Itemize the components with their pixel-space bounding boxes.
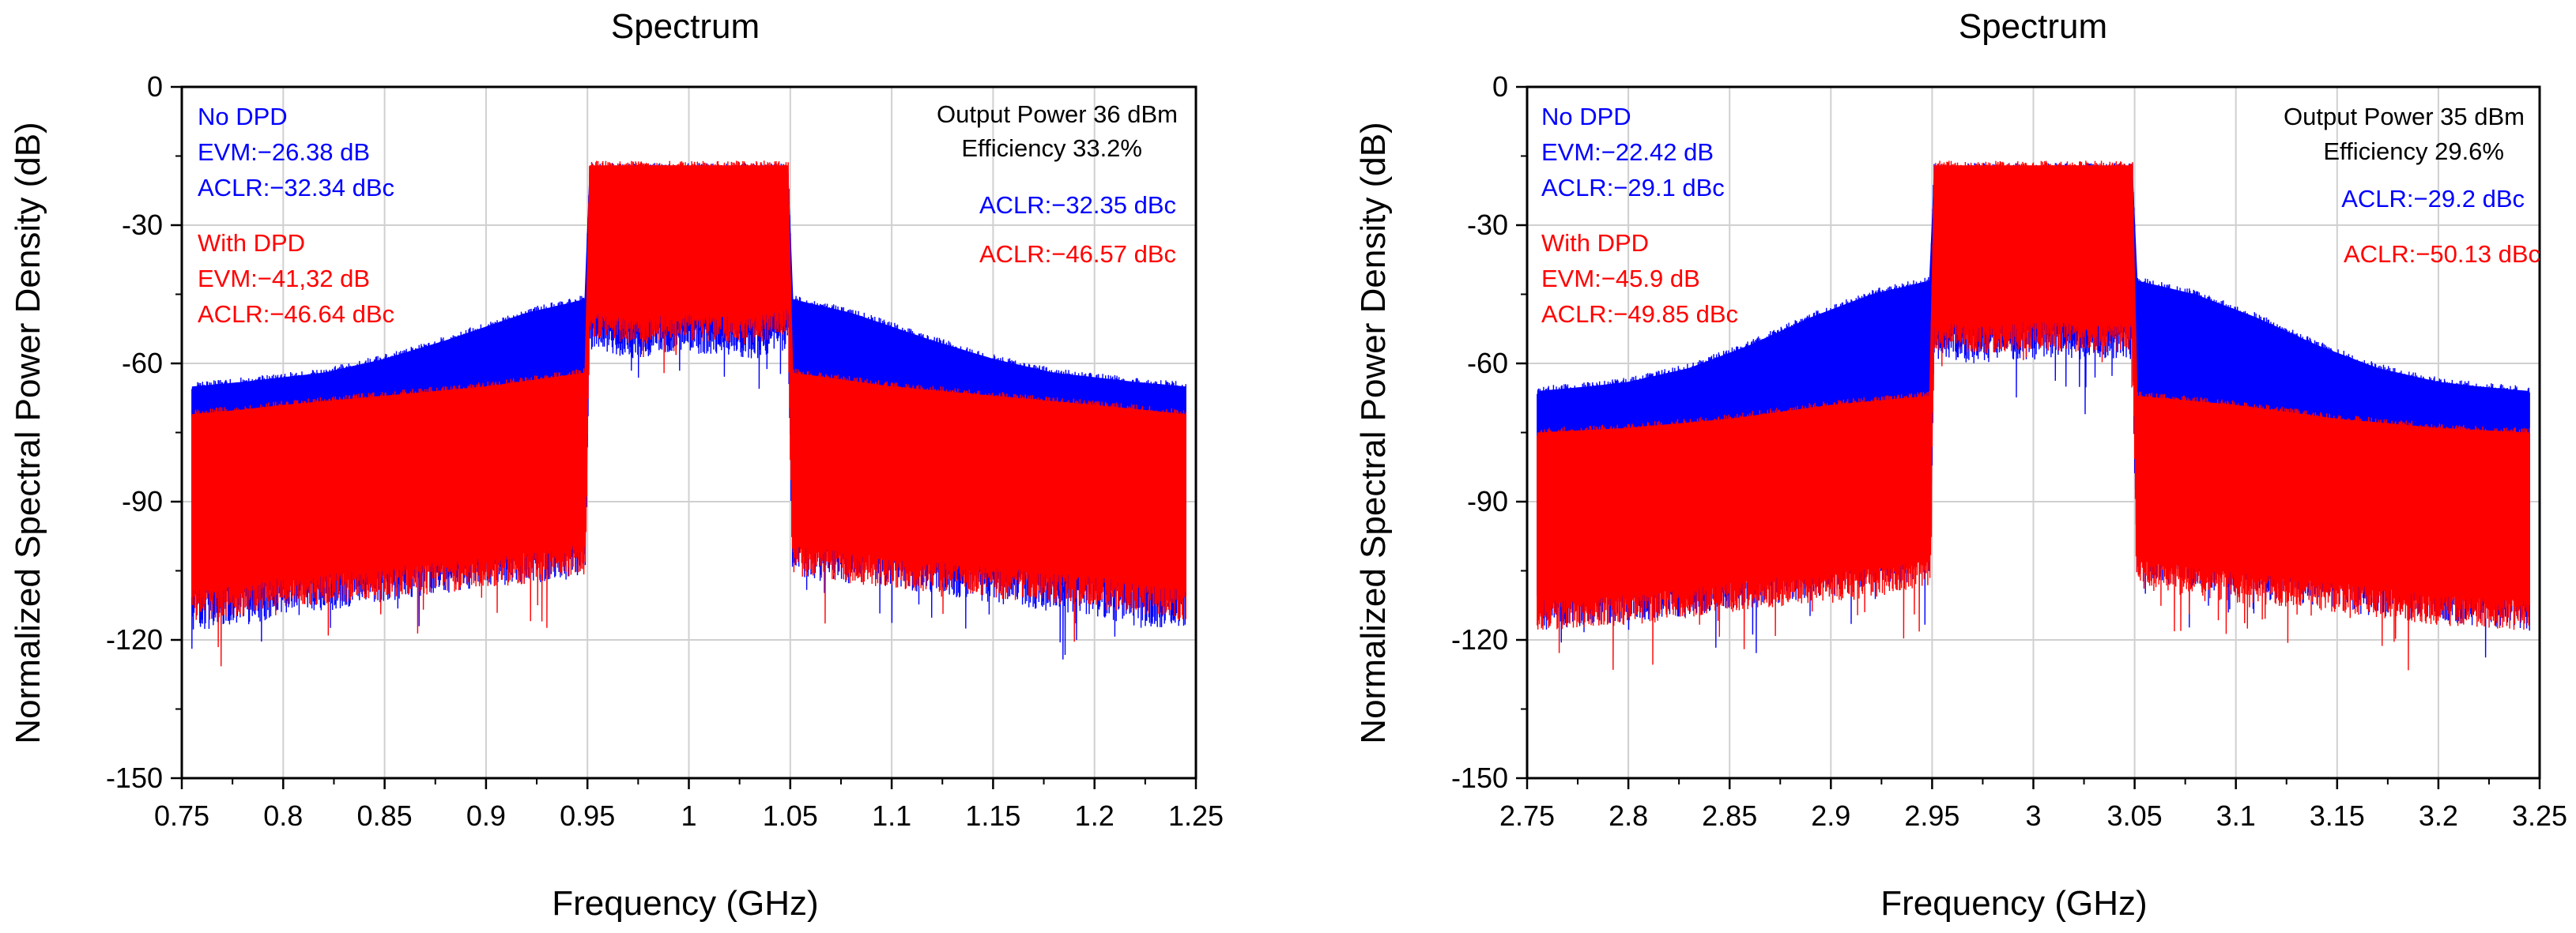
x-axis-label: Frequency (GHz) bbox=[552, 884, 818, 923]
spectrum-panel-left: Spectrum 0.75 0.8 0.85 0.9 0.95 1 1.05 1.1 1.15 1… bbox=[9, 7, 1224, 923]
no-dpd-evm: EVM:−26.38 dB bbox=[198, 138, 370, 166]
x-tick-label: 2.75 bbox=[1499, 799, 1555, 832]
x-tick-label: 1 bbox=[681, 799, 696, 832]
chart-title: Spectrum bbox=[1959, 7, 2107, 46]
output-power: Output Power 35 dBm bbox=[2284, 103, 2525, 130]
aclr-red-right: ACLR:−46.57 dBc bbox=[979, 240, 1176, 268]
series-with-dpd bbox=[1537, 160, 2530, 671]
with-dpd-aclr: ACLR:−46.64 dBc bbox=[198, 300, 394, 328]
no-dpd-label: No DPD bbox=[1541, 103, 1631, 130]
x-tick-label: 0.95 bbox=[560, 799, 615, 832]
axis-ticks bbox=[1516, 85, 2541, 789]
x-tick-label: 2.8 bbox=[1609, 799, 1648, 832]
x-axis-label: Frequency (GHz) bbox=[1880, 884, 2147, 923]
x-tick-label: 3 bbox=[2025, 799, 2041, 832]
annotations: No DPD EVM:−22.42 dB ACLR:−29.1 dBc With… bbox=[1541, 103, 2540, 328]
efficiency: Efficiency 29.6% bbox=[2323, 137, 2504, 165]
x-tick-label: 0.75 bbox=[154, 799, 209, 832]
y-tick-label: -60 bbox=[122, 347, 163, 379]
chart-title: Spectrum bbox=[611, 7, 760, 46]
plot-area bbox=[191, 160, 1186, 667]
with-dpd-evm: EVM:−41,32 dB bbox=[198, 265, 370, 292]
plot-area bbox=[1537, 160, 2530, 671]
x-tick-label: 3.05 bbox=[2107, 799, 2163, 832]
with-dpd-evm: EVM:−45.9 dB bbox=[1541, 265, 1700, 292]
x-tick-labels: 0.75 0.8 0.85 0.9 0.95 1 1.05 1.1 1.15 1.2 1.25 bbox=[154, 799, 1224, 832]
y-tick-label: -90 bbox=[1467, 485, 1508, 517]
aclr-red-right: ACLR:−50.13 dBc bbox=[2344, 240, 2540, 268]
with-dpd-label: With DPD bbox=[1541, 229, 1649, 257]
x-tick-label: 2.95 bbox=[1904, 799, 1959, 832]
x-tick-label: 3.1 bbox=[2216, 799, 2256, 832]
y-tick-label: -150 bbox=[1451, 762, 1508, 794]
no-dpd-aclr: ACLR:−29.1 dBc bbox=[1541, 174, 1725, 201]
spectrum-panel-right: Spectrum 2.75 2.8 2.85 2.9 2.95 3 3.05 3.1 3.15 3… bbox=[1354, 7, 2567, 923]
y-axis-label: Normalized Spectral Power Density (dB) bbox=[1354, 122, 1393, 743]
y-tick-label: 0 bbox=[1492, 70, 1508, 103]
x-tick-label: 1.25 bbox=[1168, 799, 1224, 832]
spectrum-body bbox=[1537, 165, 2530, 581]
y-tick-labels: 0 -30 -60 -90 -120 -150 bbox=[1451, 70, 1508, 794]
x-tick-label: 0.9 bbox=[466, 799, 506, 832]
y-axis-label: Normalized Spectral Power Density (dB) bbox=[9, 122, 47, 743]
no-dpd-evm: EVM:−22.42 dB bbox=[1541, 138, 1714, 166]
x-tick-label: 0.8 bbox=[263, 799, 303, 832]
x-tick-label: 1.1 bbox=[872, 799, 911, 832]
y-tick-label: -90 bbox=[122, 485, 163, 517]
aclr-blue-right: ACLR:−29.2 dBc bbox=[2341, 185, 2525, 213]
x-tick-label: 1.2 bbox=[1075, 799, 1115, 832]
series-with-dpd bbox=[191, 160, 1186, 667]
y-tick-label: 0 bbox=[147, 70, 163, 103]
x-tick-label: 1.15 bbox=[965, 799, 1020, 832]
y-tick-label: -60 bbox=[1467, 347, 1508, 379]
spectrum-body bbox=[191, 165, 1186, 569]
x-tick-label: 1.05 bbox=[763, 799, 818, 832]
x-tick-label: 2.85 bbox=[1702, 799, 1757, 832]
with-dpd-label: With DPD bbox=[198, 229, 305, 257]
axis-ticks bbox=[171, 85, 1197, 789]
with-dpd-aclr: ACLR:−49.85 dBc bbox=[1541, 300, 1738, 328]
no-dpd-aclr: ACLR:−32.34 dBc bbox=[198, 174, 394, 201]
annotations: No DPD EVM:−26.38 dB ACLR:−32.34 dBc Wit… bbox=[198, 100, 1178, 328]
x-tick-label: 3.15 bbox=[2310, 799, 2365, 832]
y-tick-label: -30 bbox=[122, 209, 163, 241]
x-tick-labels: 2.75 2.8 2.85 2.9 2.95 3 3.05 3.1 3.15 3.2 3.25 bbox=[1499, 799, 2567, 832]
y-tick-label: -120 bbox=[1451, 623, 1508, 656]
output-power: Output Power 36 dBm bbox=[937, 100, 1178, 128]
y-tick-label: -120 bbox=[106, 623, 163, 656]
x-tick-label: 3.2 bbox=[2419, 799, 2458, 832]
aclr-blue-right: ACLR:−32.35 dBc bbox=[979, 191, 1176, 219]
efficiency: Efficiency 33.2% bbox=[961, 134, 1142, 162]
y-tick-labels: 0 -30 -60 -90 -120 -150 bbox=[106, 70, 163, 794]
y-tick-label: -30 bbox=[1467, 209, 1508, 241]
x-tick-label: 2.9 bbox=[1811, 799, 1850, 832]
x-tick-label: 3.25 bbox=[2512, 799, 2567, 832]
y-tick-label: -150 bbox=[106, 762, 163, 794]
x-tick-label: 0.85 bbox=[357, 799, 413, 832]
no-dpd-label: No DPD bbox=[198, 103, 288, 130]
